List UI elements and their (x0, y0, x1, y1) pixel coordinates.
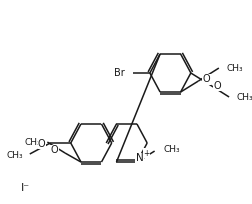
Text: +: + (142, 149, 149, 157)
Text: O: O (202, 74, 210, 84)
Text: CH₃: CH₃ (225, 64, 242, 73)
Text: CH₃: CH₃ (163, 145, 180, 154)
Text: N: N (135, 153, 143, 163)
Text: O: O (51, 145, 58, 155)
Text: CH₃: CH₃ (7, 152, 23, 161)
Text: O: O (212, 81, 220, 91)
Text: O: O (38, 139, 45, 149)
Text: Br: Br (114, 68, 124, 78)
Text: I⁻: I⁻ (20, 183, 29, 193)
Text: CH₃: CH₃ (24, 137, 41, 146)
Text: CH₃: CH₃ (236, 92, 252, 102)
